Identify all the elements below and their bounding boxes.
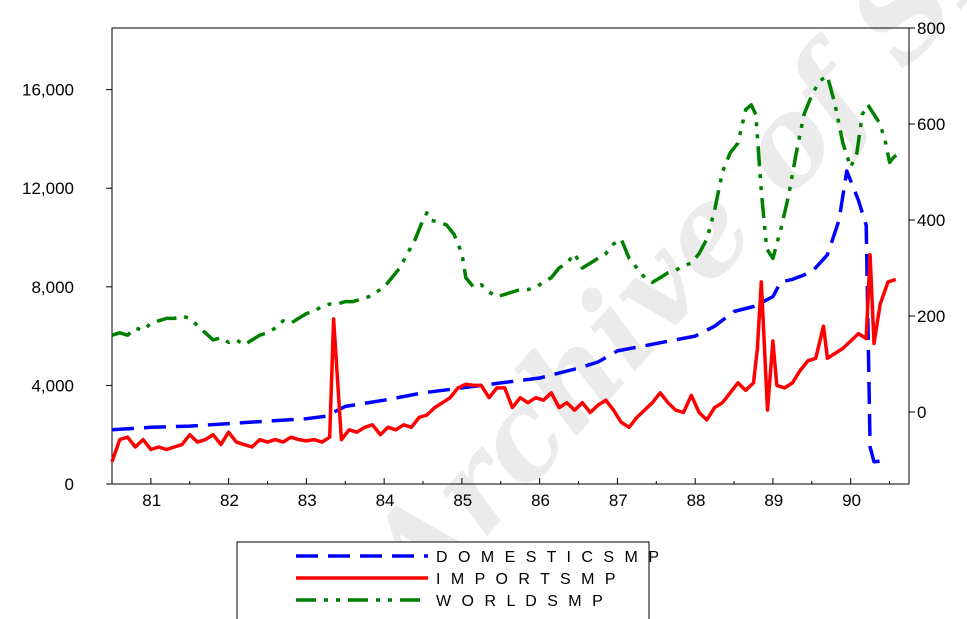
left-tick-label: 4,000	[31, 376, 74, 395]
left-tick-label: 16,000	[22, 81, 74, 100]
right-tick-label: 600	[917, 115, 945, 134]
x-tick-label: 88	[687, 491, 706, 510]
legend-label: I M P O R T S M P	[436, 571, 619, 588]
legend-label: D O M E S T I C S M P	[436, 549, 662, 566]
x-tick-label: 82	[220, 491, 239, 510]
x-tick-label: 87	[609, 491, 628, 510]
right-tick-label: 400	[917, 211, 945, 230]
legend: D O M E S T I C S M P I M P O R T S M P W …	[236, 541, 662, 619]
series-layer	[110, 74, 901, 464]
right-tick-label: 0	[917, 403, 926, 422]
left-tick-label: 12,000	[22, 179, 74, 198]
x-tick-label: 90	[842, 491, 861, 510]
axes: 0 4,000 8,000 12,000 16,000 0 200 400 600 800 81 82…	[22, 19, 945, 510]
series-line-domesticsmp	[111, 169, 886, 464]
right-tick-label: 800	[917, 19, 945, 38]
x-tick-label: 83	[298, 491, 317, 510]
left-tick-label: 0	[65, 475, 74, 494]
series-line-importsmp	[110, 253, 897, 463]
plot-frame	[111, 27, 910, 485]
right-tick-label: 200	[917, 307, 945, 326]
x-tick-label: 86	[531, 491, 550, 510]
x-tick-label: 81	[142, 491, 161, 510]
series-line-worldsmp	[111, 74, 901, 347]
legend-box	[236, 541, 650, 619]
legend-label: W O R L D S M P	[436, 593, 606, 610]
left-tick-label: 8,000	[31, 278, 74, 297]
x-tick-label: 85	[453, 491, 472, 510]
x-tick-label: 89	[764, 491, 783, 510]
x-tick-label: 84	[376, 491, 395, 510]
